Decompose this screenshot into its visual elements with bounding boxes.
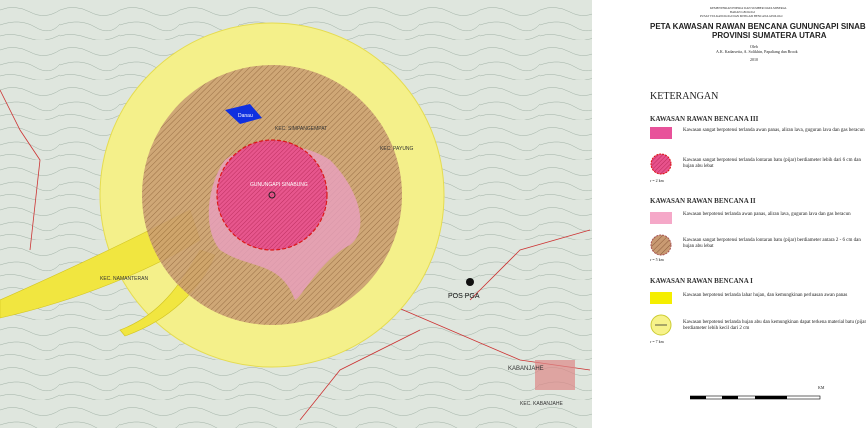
swatch [650, 212, 672, 224]
scale [690, 396, 706, 399]
radius-note: r = 7 km [650, 339, 664, 344]
swatch [650, 153, 672, 175]
section-heading: KAWASAN RAWAN BENCANA I [650, 277, 753, 285]
place-label: KEC. SIMPANGEMPAT [275, 126, 327, 132]
legend-swatches [650, 127, 672, 336]
center: PUSAT VULKANOLOGI DAN MITIGASI BENCANA G… [700, 14, 783, 18]
legend-text: Kawasan berpotensi terlanda hujan abu da… [683, 320, 866, 331]
legend-text: Kawasan berpotensi terlanda awan panas, … [683, 212, 851, 217]
place-label: KEC. PAYUNG [380, 146, 414, 152]
legend-text: Kawasan sangat berpotensi terlanda lonta… [683, 238, 861, 249]
roads [0, 89, 591, 421]
scale-unit: KM [818, 385, 825, 390]
scale [722, 396, 738, 399]
radius-note: r = 5 km [650, 257, 664, 262]
legend-title: KETERANGAN [650, 91, 719, 102]
scale [755, 396, 787, 399]
swatch [650, 234, 672, 256]
post-marker [466, 278, 474, 286]
legend-text: Kawasan berpotensi terlanda lahar hujan,… [683, 293, 848, 298]
summit [268, 191, 276, 199]
radius-note: r = 2 km [650, 178, 664, 183]
legend-text: Kawasan sangat berpotensi terlanda lonta… [683, 158, 861, 169]
town-label: KABANJAHE [508, 366, 544, 372]
ministry: KEMENTERIAN ENERGI DAN SUMBER DAYA MINER… [710, 6, 787, 10]
lake-label: Danau [238, 113, 253, 119]
title: PETA KAWASAN RAWAN BENCANA GUNUNGAPI SIN… [650, 22, 866, 31]
lake [225, 104, 262, 124]
scale-bar [690, 395, 821, 400]
legend-text: Kawasan sangat berpotensi terlanda awan … [683, 128, 865, 133]
section-heading: KAWASAN RAWAN BENCANA II [650, 197, 756, 205]
town-area [535, 360, 575, 390]
by: Oleh [750, 44, 758, 49]
swatch [650, 292, 672, 304]
section-heading: KAWASAN RAWAN BENCANA III [650, 115, 759, 123]
year: 2010 [750, 57, 758, 62]
post-label: POS PGA [448, 293, 480, 300]
place-label: KEC. KABANJAHE [520, 401, 563, 407]
swatch [650, 127, 672, 139]
map: Danau GUNUNGAPI SINABUNG POS PGA KABANJA… [0, 0, 592, 428]
summit-label: GUNUNGAPI SINABUNG [250, 182, 308, 188]
agency: BADAN GEOLOGI [730, 10, 755, 14]
zone-3 [216, 139, 328, 251]
place-label: KEC. NAMANTERAN [100, 276, 148, 282]
authors: A.K. Kadarsetia, A. Solikhin, Papaliang … [716, 49, 798, 54]
province: PROVINSI SUMATERA UTARA [712, 31, 827, 40]
